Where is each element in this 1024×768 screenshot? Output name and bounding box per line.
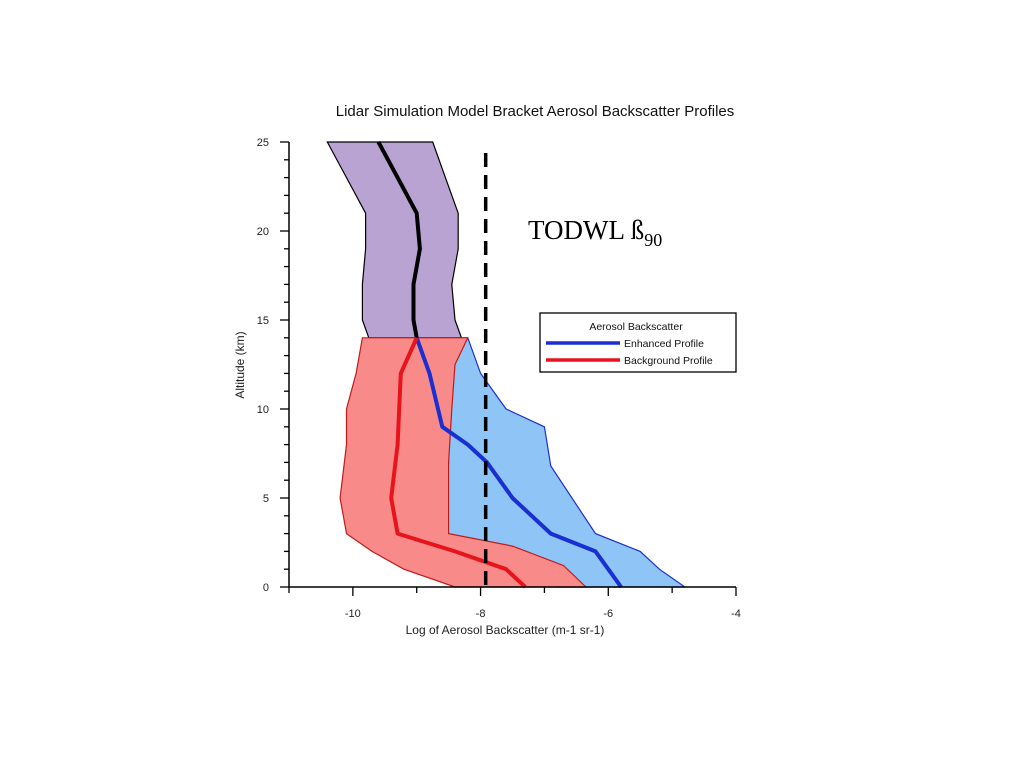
- y-tick-label: 20: [257, 226, 269, 238]
- y-tick-label: 0: [263, 582, 269, 594]
- annotation-subscript: 90: [644, 230, 662, 250]
- x-tick-label: -10: [345, 608, 361, 620]
- legend-label-enhanced: Enhanced Profile: [624, 338, 704, 350]
- profile-lines: [376, 141, 623, 589]
- legend-label-background: Background Profile: [624, 355, 713, 367]
- chart-title: Lidar Simulation Model Bracket Aerosol B…: [336, 103, 735, 120]
- x-tick-label: -6: [603, 608, 613, 620]
- series-line-background-profile: [389, 336, 527, 589]
- series-line-enhanced-profile: [414, 337, 623, 589]
- todwl-annotation: TODWL ß90: [528, 215, 662, 250]
- x-tick-label: -8: [476, 608, 486, 620]
- y-tick-label: 5: [263, 493, 269, 505]
- y-tick-label: 10: [257, 404, 269, 416]
- x-axis-label: Log of Aerosol Backscatter (m-1 sr-1): [406, 623, 605, 637]
- series-line-upper-profile: [376, 141, 422, 339]
- y-tick-label: 25: [257, 137, 269, 149]
- legend: Aerosol Backscatter Enhanced Profile Bac…: [539, 312, 737, 373]
- y-axis-label: Altitude (km): [233, 331, 247, 398]
- axes: [288, 142, 736, 588]
- legend-title: Aerosol Backscatter: [589, 321, 683, 333]
- y-tick-label: 15: [257, 315, 269, 327]
- axis-ticks: -10 -8 -6 -4 0 5 10 15 20 25: [257, 137, 741, 620]
- annotation-text: TODWL ß: [528, 215, 644, 245]
- x-tick-label: -4: [731, 608, 741, 620]
